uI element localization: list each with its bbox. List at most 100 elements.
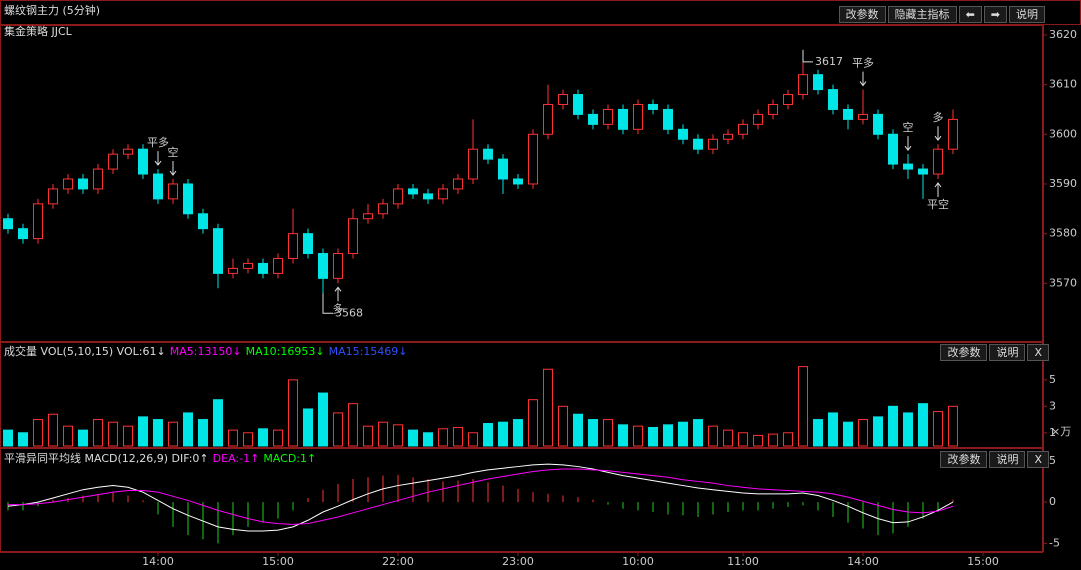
volume-bar — [843, 421, 853, 447]
y-tick-label: 3610 — [1049, 78, 1077, 91]
x-tick-label: 23:00 — [502, 555, 534, 568]
candle-body — [288, 233, 298, 259]
volume-bar — [378, 421, 388, 447]
candle-body — [138, 148, 148, 175]
volume-bar — [813, 419, 823, 447]
volume-bar — [438, 428, 448, 447]
button[interactable]: 隐藏主指标 — [887, 6, 957, 23]
extreme-label: 3617 — [815, 55, 843, 68]
y-tick-label: 0 — [1049, 495, 1056, 508]
candle-body — [408, 188, 418, 195]
candle-body — [498, 158, 508, 180]
volume-bar — [333, 412, 343, 447]
volume-bar — [588, 419, 598, 447]
signal-label: 平空 — [927, 197, 949, 211]
extreme-pointer — [802, 49, 813, 63]
candle-body — [573, 94, 583, 115]
x-tick-label: 15:00 — [262, 555, 294, 568]
volume-bar — [318, 392, 328, 447]
signal-label: 多 — [333, 301, 344, 315]
volume-bar — [243, 432, 253, 447]
extreme-label: 3568 — [335, 306, 363, 319]
volume-bar — [213, 399, 223, 447]
x-tick-label: 22:00 — [382, 555, 414, 568]
volume-bar — [78, 429, 88, 447]
candle-body — [708, 138, 718, 150]
candle-body — [618, 108, 628, 130]
y-tick-label: 3570 — [1049, 276, 1077, 289]
signal-arrow — [934, 126, 942, 142]
volume-bar — [618, 424, 628, 447]
candle-body — [378, 203, 388, 215]
title: 螺纹钢主力 (5分钟) — [4, 4, 101, 17]
button[interactable]: 说明 — [989, 344, 1026, 361]
macd-buttons: 改参数 说明 X — [940, 451, 1049, 468]
volume-bar — [708, 425, 718, 447]
candle-body — [813, 74, 823, 91]
volume-bar — [918, 403, 928, 447]
volume-bar — [528, 399, 538, 447]
candle-body — [483, 148, 493, 160]
volume-bar — [933, 411, 943, 447]
candle-body — [393, 188, 403, 205]
volume-bar — [513, 419, 523, 447]
button[interactable]: 改参数 — [940, 451, 988, 468]
candle-body — [258, 262, 268, 274]
volume-bar — [693, 419, 703, 447]
volume-header: 成交量 VOL(5,10,15) VOL:61↓ MA5:13150↓ MA10:1… — [4, 343, 412, 361]
candle-body — [843, 108, 853, 120]
y-tick-label: 5 — [1049, 454, 1056, 467]
candle-body — [33, 203, 43, 240]
volume-bar — [753, 434, 763, 447]
button[interactable]: 说明 — [989, 451, 1026, 468]
volume-bar — [738, 432, 748, 447]
candle-body — [318, 253, 328, 279]
volume-bar — [468, 432, 478, 447]
x-tick-label: 15:00 — [967, 555, 999, 568]
volume-bar — [633, 425, 643, 447]
indicator: 集金策略 JJCL — [4, 25, 72, 38]
y-tick-label: 5 — [1049, 373, 1056, 386]
button[interactable]: X — [1027, 451, 1049, 468]
volume-bar — [948, 405, 958, 447]
volume-buttons: 改参数 说明 X — [940, 344, 1049, 361]
candle-body — [918, 168, 928, 175]
volume-bar — [198, 419, 208, 447]
volume-bar — [48, 413, 58, 447]
legend-entry: 平滑异同平均线 MACD(12,26,9) DIF:0↑ — [4, 452, 209, 465]
dif-line — [7, 463, 954, 532]
pane-frame — [0, 342, 1043, 448]
button[interactable]: X — [1027, 344, 1049, 361]
candle-body — [63, 178, 73, 190]
candle-body — [738, 123, 748, 135]
volume-bar — [303, 408, 313, 447]
candle-body — [768, 103, 778, 115]
pane-frame — [0, 25, 1043, 342]
volume-bar — [573, 413, 583, 447]
x-tick-label: 11:00 — [727, 555, 759, 568]
legend-entry: MA10:16953↓ — [245, 345, 325, 358]
button[interactable]: ⬅ — [958, 6, 982, 23]
candle-body — [903, 163, 913, 170]
volume-bar — [63, 425, 73, 447]
button[interactable]: 说明 — [1009, 6, 1045, 23]
volume-bar — [603, 419, 613, 447]
legend-entry: MACD:1↑ — [263, 452, 317, 465]
candle-body — [198, 213, 208, 230]
signal-arrow — [154, 151, 162, 166]
candle-body — [348, 218, 358, 255]
candle-body — [888, 133, 898, 165]
candle-body — [423, 193, 433, 200]
candle-body — [543, 103, 553, 135]
button[interactable]: 改参数 — [940, 344, 988, 361]
button[interactable]: ➡ — [983, 6, 1007, 23]
y-tick-label: 3600 — [1049, 127, 1077, 140]
candle-body — [513, 178, 523, 185]
volume-bar — [3, 429, 13, 447]
button[interactable]: 改参数 — [838, 6, 886, 23]
volume-bar — [888, 405, 898, 447]
volume-bar — [903, 412, 913, 447]
volume-bar — [168, 421, 178, 447]
candle-body — [648, 103, 658, 110]
